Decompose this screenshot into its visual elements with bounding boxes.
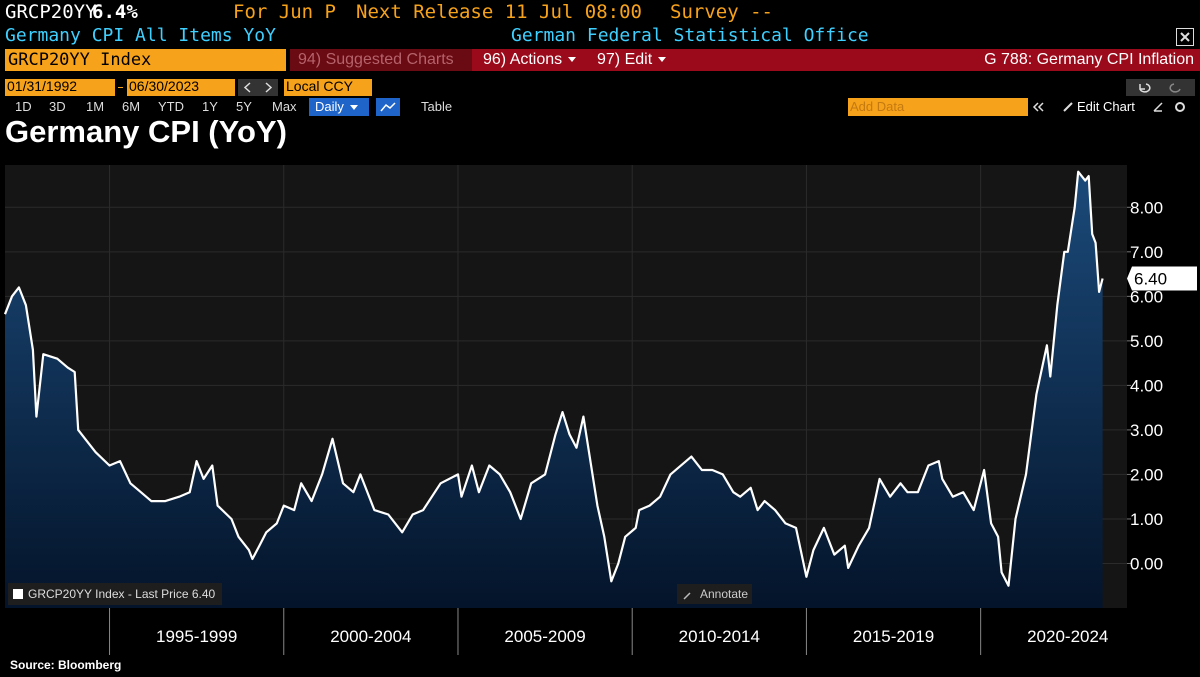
security: GRCP20YY Index [8,50,152,70]
range-button[interactable]: 1Y [202,99,218,114]
x-tick-label: 2010-2014 [679,627,760,646]
source: Source: Bloomberg [10,658,121,672]
last-price-box [1127,266,1197,291]
y-tick-label: 6.00 [1130,287,1163,306]
y-tick-label: 1.00 [1130,510,1163,529]
frequency: Daily [315,99,344,114]
legend-swatch [13,589,23,599]
range-button[interactable]: YTD [158,99,184,114]
y-tick-label: 7.00 [1130,243,1163,262]
price: 6.4% [92,1,138,23]
actions: 96) Actions [483,51,563,68]
menu-bar [290,49,1200,71]
y-tick-label: 2.00 [1130,465,1163,484]
actions-button[interactable]: 96) Actions [483,51,577,68]
legend-box [8,583,222,605]
date-arrows[interactable] [238,79,278,96]
annotate-label: Annotate [700,587,748,601]
page-name: G 788: Germany CPI Inflation [984,51,1194,68]
y-tick-label: 5.00 [1130,332,1163,351]
table-button[interactable]: Table [421,99,453,114]
x-tick-label: 2020-2024 [1027,627,1108,646]
line [3,170,1104,587]
close-button[interactable] [1176,28,1194,46]
area [5,171,1103,608]
y-tick-label: 8.00 [1130,198,1163,217]
suggested-button[interactable]: 94) Suggested Charts [290,49,472,71]
pencil-icon [683,592,691,600]
dropdown-arrow [658,57,667,63]
y-tick-label: 4.00 [1130,376,1163,395]
range-button[interactable]: 5Y [236,99,252,114]
range-button[interactable]: 1M [86,99,105,114]
add-data[interactable]: Add Data [848,98,1028,116]
period: For Jun P [233,1,336,23]
undo-redo[interactable] [1126,79,1195,96]
x-tick-label: 2000-2004 [330,627,411,646]
x-tick-label: 2005-2009 [504,627,585,646]
last-price-tag: 6.40 [1127,266,1197,291]
range-button[interactable]: 1D [15,99,32,114]
suggested: 94) Suggested Charts [298,51,454,68]
edit: 97) Edit [597,51,653,68]
y-tick-label: 0.00 [1130,554,1163,573]
start-date[interactable]: 01/31/1992 [5,79,115,96]
ticker: GRCP20YY [5,1,97,23]
range-button[interactable]: Max [272,99,297,114]
description: Germany CPI All Items YoY [5,25,276,46]
range-button[interactable]: 6M [122,99,141,114]
edit-chart[interactable]: Edit Chart [1077,99,1135,114]
line-chart-icon[interactable] [376,98,400,116]
currency[interactable]: Local CCY [284,79,372,96]
annotate-button[interactable]: Annotate [677,584,752,604]
security-field[interactable]: GRCP20YY Index [5,49,286,71]
dropdown-arrow [349,105,358,111]
legend-label: GRCP20YY Index - Last Price 6.40 [28,587,216,601]
last-price-label: 6.40 [1134,270,1167,289]
range-button[interactable]: 3D [49,99,66,114]
next-release: Next Release 11 Jul 08:00 [356,1,642,23]
agency: German Federal Statistical Office [511,25,869,46]
x-tick-label: 2015-2019 [853,627,934,646]
x-tick-label: 1995-1999 [156,627,237,646]
survey: Survey -- [670,1,773,23]
date-separator [118,87,123,88]
toolbar-icons [1032,102,1185,112]
frequency-button[interactable]: Daily [309,98,369,116]
end-date[interactable]: 06/30/2023 [127,79,235,96]
chart: Germany CPI (YoY) 0.00 1.00 2.00 3.00 4.00 5.… [3,120,1197,672]
y-tick-label: 3.00 [1130,421,1163,440]
annotate-box [677,584,752,604]
edit-button[interactable]: 97) Edit [597,51,667,68]
chart-title: Germany CPI (YoY) [5,120,287,149]
dropdown-arrow [568,57,577,63]
